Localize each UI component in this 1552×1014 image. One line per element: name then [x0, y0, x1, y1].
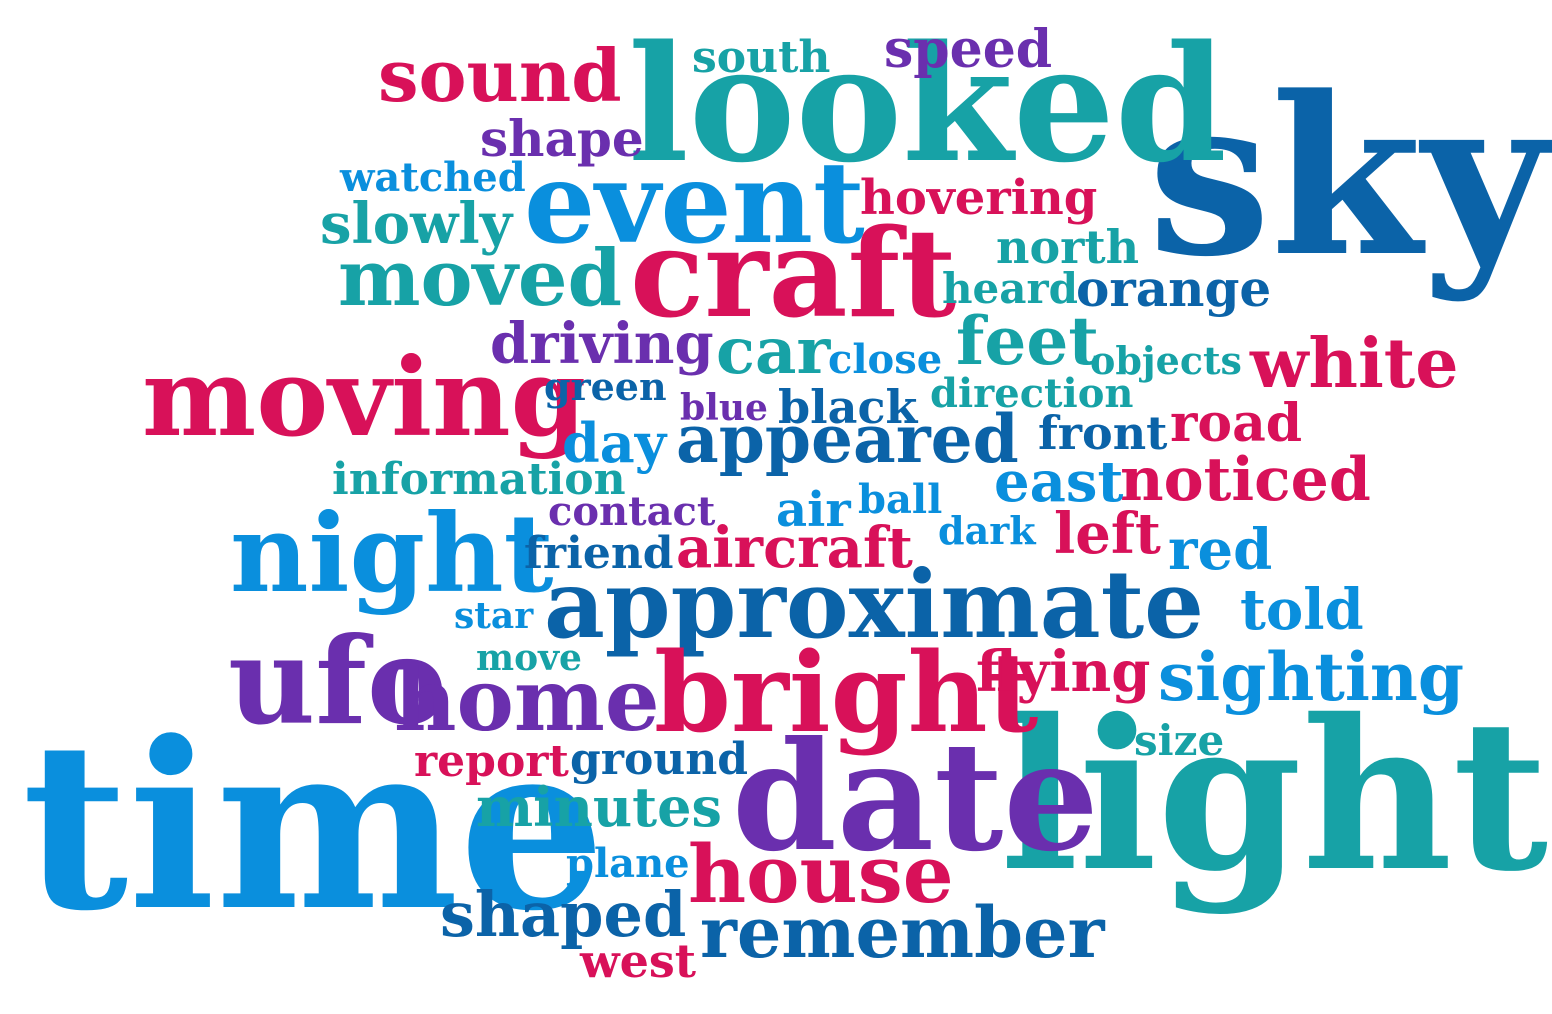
word-house: house [688, 827, 954, 921]
word-craft: craft [630, 201, 957, 345]
word-sighting: sighting [1158, 638, 1465, 716]
word-front: front [1038, 406, 1168, 460]
word-moved: moved [338, 233, 623, 324]
word-left: left [1054, 501, 1161, 567]
word-report: report [414, 736, 569, 787]
word-east: east [994, 449, 1124, 515]
word-close: close [828, 336, 943, 383]
word-north: north [996, 220, 1140, 274]
word-remember: remember [700, 891, 1105, 974]
word-west: west [580, 934, 697, 988]
word-ground: ground [570, 734, 749, 785]
word-size: size [1134, 716, 1225, 765]
word-information: information [332, 454, 626, 505]
word-black: black [778, 380, 918, 434]
word-friend: friend [524, 528, 674, 579]
word-air: air [776, 482, 851, 538]
word-green: green [544, 364, 667, 409]
word-move: move [476, 637, 582, 679]
word-bright: bright [654, 628, 1039, 757]
word-appeared: appeared [676, 400, 1019, 478]
word-south: south [692, 32, 831, 83]
word-orange: orange [1076, 259, 1272, 318]
word-driving: driving [490, 311, 714, 377]
word-road: road [1170, 393, 1303, 454]
word-white: white [1250, 324, 1459, 404]
word-night: night [230, 491, 554, 617]
word-day: day [562, 411, 667, 475]
word-blue: blue [680, 387, 768, 429]
word-dark: dark [938, 508, 1036, 553]
word-feet: feet [956, 302, 1099, 380]
word-star: star [454, 595, 534, 637]
word-time: time [22, 692, 606, 962]
word-plane: plane [566, 840, 690, 887]
word-hovering: hovering [860, 170, 1098, 226]
word-approximate: approximate [544, 550, 1204, 660]
word-sound: sound [378, 33, 622, 118]
word-sky: sky [1148, 49, 1549, 305]
word-noticed: noticed [1120, 445, 1371, 515]
word-light: light [1000, 674, 1549, 917]
word-date: date [732, 709, 1099, 885]
word-home: home [394, 650, 660, 751]
word-contact: contact [548, 488, 716, 535]
word-objects: objects [1090, 338, 1242, 383]
word-told: told [1240, 577, 1364, 643]
word-shaped: shaped [440, 878, 687, 951]
word-speed: speed [884, 19, 1053, 80]
word-heard: heard [942, 264, 1078, 313]
word-ufo: ufo [228, 611, 447, 752]
word-looked: looked [628, 10, 1227, 198]
word-ball: ball [858, 476, 943, 523]
word-watched: watched [340, 154, 526, 201]
word-car: car [716, 314, 831, 389]
word-red: red [1168, 517, 1273, 583]
word-aircraft: aircraft [676, 515, 913, 581]
word-flying: flying [976, 639, 1151, 705]
word-slowly: slowly [320, 191, 513, 257]
word-minutes: minutes [476, 775, 722, 839]
word-direction: direction [930, 370, 1134, 417]
word-moving: moving [142, 335, 587, 461]
word-shape: shape [480, 109, 644, 168]
word-event: event [524, 138, 865, 269]
